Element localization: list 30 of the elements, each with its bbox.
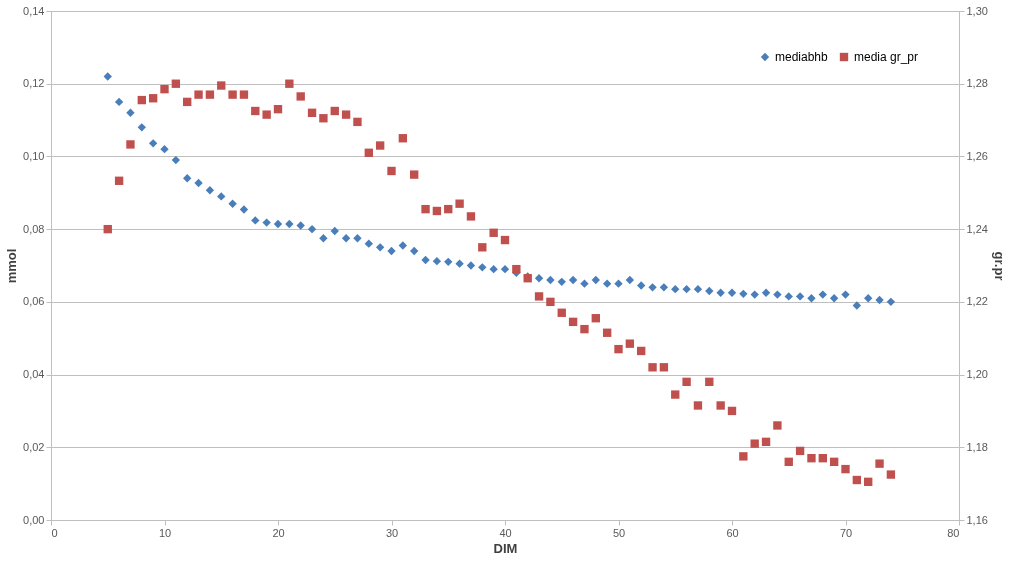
y2-tick-label: 1,18 xyxy=(966,440,988,453)
y-tick-label: 0,06 xyxy=(23,295,45,308)
y-tick-label: 0,10 xyxy=(23,149,45,162)
y-tick-label: 0,02 xyxy=(23,440,45,453)
x-tick-label: 20 xyxy=(272,526,285,539)
x-axis-title: DIM xyxy=(493,540,518,556)
x-tick-label: 80 xyxy=(947,526,960,539)
legend-label: media gr_pr xyxy=(854,50,919,64)
x-tick-label: 40 xyxy=(499,526,512,539)
x-tick-label: 30 xyxy=(385,526,399,539)
y-tick-label: 0,00 xyxy=(23,513,45,526)
x-tick-label: 10 xyxy=(158,526,172,539)
y2-tick-label: 1,16 xyxy=(966,513,988,526)
y2-tick-label: 1,26 xyxy=(966,149,988,162)
y2-tick-label: 1,22 xyxy=(966,295,988,308)
x-tick-label: 70 xyxy=(839,526,853,539)
x-tick-label: 50 xyxy=(612,526,626,539)
y2-tick-label: 1,28 xyxy=(966,77,988,90)
y2-tick-label: 1,20 xyxy=(966,368,988,381)
y2-tick-label: 1,24 xyxy=(966,222,988,235)
y-tick-label: 0,14 xyxy=(23,4,45,17)
legend-label: mediabhb xyxy=(775,50,829,64)
y-tick-label: 0,12 xyxy=(23,77,45,90)
x-tick-label: 60 xyxy=(726,526,739,539)
y2-axis-title: gr.pr xyxy=(991,251,1007,281)
y-tick-label: 0,08 xyxy=(23,222,45,235)
y-axis-title: mmol xyxy=(4,248,20,284)
y2-tick-label: 1,30 xyxy=(966,4,988,17)
y-tick-label: 0,04 xyxy=(23,368,45,381)
x-tick-label: 0 xyxy=(51,526,58,539)
